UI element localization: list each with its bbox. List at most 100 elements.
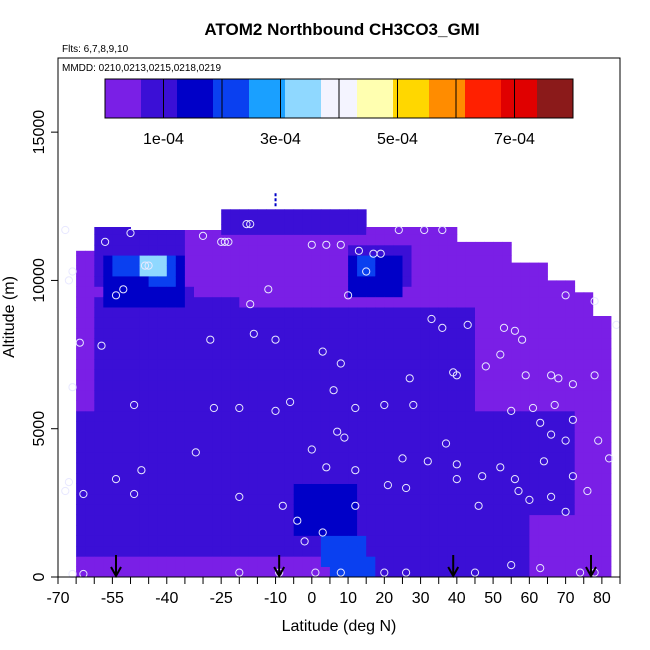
heatmap-cell [148,255,159,266]
heatmap-cell [194,525,204,536]
heatmap-cell [348,286,358,298]
heatmap-cell [529,431,539,443]
heatmap-cell [339,296,349,308]
heatmap-cell [511,317,521,329]
heatmap-cell [329,234,340,246]
colorbar-segment [537,79,574,118]
heatmap-cell [203,473,213,484]
heatmap-cell [139,483,150,495]
heatmap-cell [601,400,612,412]
heatmap-cell [511,379,521,391]
heatmap-cell [393,545,403,557]
heatmap-cell [511,452,521,464]
data-point [612,320,621,329]
heatmap-cell [502,504,512,516]
heatmap-cell [529,535,539,547]
heatmap-cell [574,535,585,547]
heatmap-cell [357,317,367,329]
heatmap-cell [139,514,150,526]
heatmap-cell [538,327,548,339]
heatmap-cell [357,359,367,370]
heatmap-cell [203,462,213,474]
heatmap-cell [275,338,285,350]
heatmap-cell [320,494,331,505]
heatmap-cell [574,442,585,453]
heatmap-cell [85,379,95,391]
heatmap-cell [166,535,177,547]
heatmap-cell [320,483,331,495]
heatmap-cell [538,431,548,443]
heatmap-cell [157,265,168,277]
heatmap-cell [76,566,86,578]
heatmap-cell [85,250,95,256]
heatmap-cell [465,535,476,547]
heatmap-cell [76,390,86,401]
heatmap-cell [302,504,313,516]
heatmap-cell [112,483,122,495]
heatmap-cell [257,431,267,443]
heatmap-cell [166,431,177,443]
heatmap-cell [547,317,557,329]
heatmap-cell [139,535,150,547]
heatmap-cell [166,369,177,381]
heatmap-cell [94,452,104,464]
heatmap-cell [203,390,213,401]
heatmap-cell [157,255,168,266]
heatmap-cell [565,514,576,526]
heatmap-cell [592,483,603,495]
heatmap-cell [311,494,322,505]
heatmap-cell [402,317,412,329]
data-point [380,400,389,410]
heatmap-cell [475,338,485,350]
heatmap-cell [248,317,258,329]
heatmap-cell [493,296,503,308]
heatmap-cell [275,535,285,547]
heatmap-cell [148,452,159,464]
heatmap-cell [384,296,394,308]
heatmap-cell [465,566,476,578]
heatmap-cell [302,265,313,277]
heatmap-cell [302,390,313,401]
heatmap-cell [130,400,140,412]
heatmap-cell [556,379,566,391]
heatmap-cell [438,234,449,246]
heatmap-cell [520,338,530,350]
heatmap-cell [393,566,403,578]
heatmap-cell [157,338,168,350]
heatmap-cell [339,348,349,360]
heatmap-cell [94,525,104,536]
heatmap-cell [121,296,131,308]
heatmap-cell [248,255,258,266]
heatmap-cell [139,494,150,505]
heatmap-cell [456,359,467,370]
data-point [561,436,570,445]
heatmap-cell [393,286,403,298]
heatmap-cell [484,483,494,495]
data-point [605,454,614,463]
heatmap-cell [85,514,95,526]
heatmap-cell [601,348,612,360]
heatmap-cell [574,410,585,422]
heatmap-cell [411,338,421,350]
heatmap-cell [393,442,403,453]
heatmap-cell [447,514,458,526]
heatmap-cell [339,286,349,298]
heatmap-cell [166,410,177,422]
heatmap-cell [529,338,539,350]
heatmap-cell [293,224,304,235]
heatmap-cell [429,227,440,235]
data-point [478,472,487,481]
heatmap-cell [203,535,213,547]
heatmap-cell [402,307,412,318]
heatmap-cell [103,307,113,318]
heatmap-cell [184,379,195,391]
heatmap-cell [76,421,86,433]
heatmap-cell [293,307,304,318]
heatmap-cell [456,369,467,381]
heatmap-cell [520,265,530,277]
heatmap-cell [130,525,140,536]
heatmap-cell [511,442,521,453]
heatmap-cell [239,379,249,391]
heatmap-cell [166,255,177,266]
heatmap-cell [320,317,331,329]
